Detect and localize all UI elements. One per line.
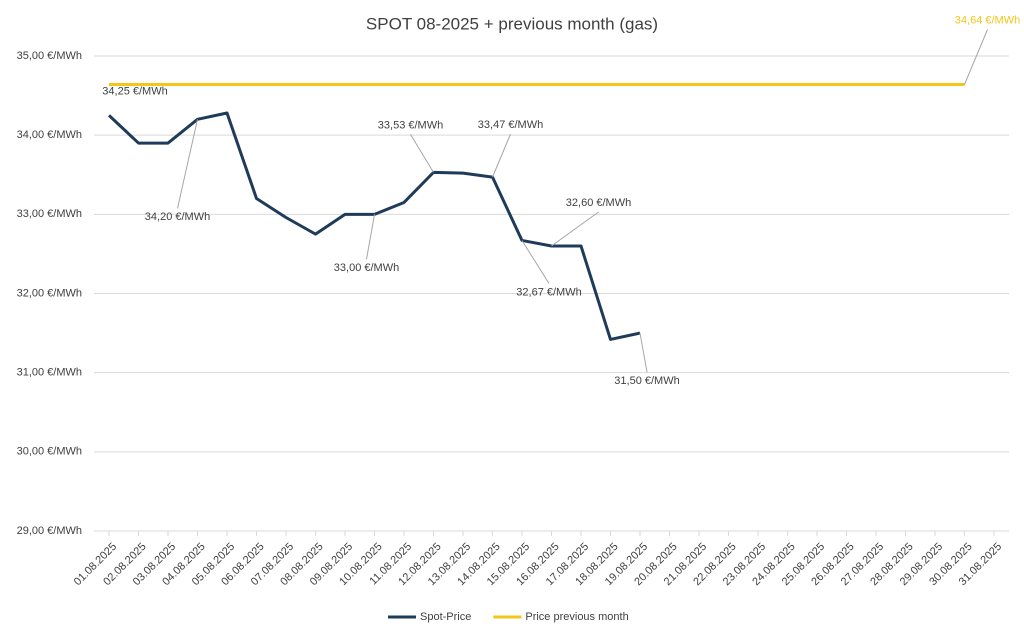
data-label: 32,67 €/MWh [516,286,581,298]
leader-line [639,332,648,373]
data-label: 34,25 €/MWh [102,85,167,97]
legend-label: Price previous month [525,611,628,623]
y-tick-label: 29,00 €/MWh [17,525,82,537]
leader-line [410,134,434,173]
leader-line [964,29,988,85]
y-tick-label: 35,00 €/MWh [17,50,82,62]
data-label: 34,20 €/MWh [145,211,210,223]
y-tick-label: 30,00 €/MWh [17,446,82,458]
leader-line [492,133,511,178]
leader-line [551,211,599,247]
y-tick-label: 31,00 €/MWh [17,367,82,379]
leader-line [177,119,198,209]
leader-line [521,240,550,284]
data-label: 34,64 €/MWh [955,14,1020,26]
data-label: 33,47 €/MWh [478,119,543,131]
y-tick-label: 33,00 €/MWh [17,208,82,220]
data-label: 31,50 €/MWh [614,375,679,387]
series-line [107,111,641,341]
data-label: 33,53 €/MWh [378,119,443,131]
legend-label: Spot-Price [420,611,471,623]
leader-line [366,214,375,260]
y-tick-label: 32,00 €/MWh [17,287,82,299]
data-label: 32,60 €/MWh [566,197,631,209]
y-tick-label: 34,00 €/MWh [17,129,82,141]
chart-title: SPOT 08-2025 + previous month (gas) [366,14,658,33]
data-label: 33,00 €/MWh [334,262,399,274]
